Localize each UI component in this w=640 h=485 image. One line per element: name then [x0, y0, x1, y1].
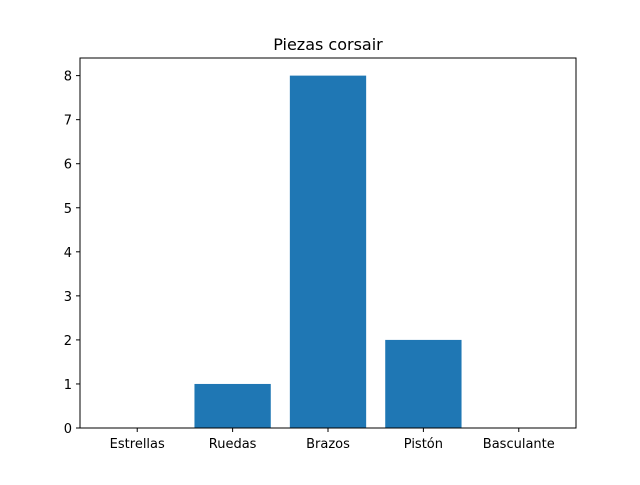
- bar: [385, 339, 462, 428]
- y-tick-label: 1: [64, 378, 72, 393]
- x-tick-label: Ruedas: [209, 437, 257, 452]
- bars: [194, 75, 462, 428]
- x-tick-label: Basculante: [483, 437, 555, 452]
- y-tick-label: 0: [64, 422, 72, 437]
- y-tick-label: 8: [64, 70, 72, 85]
- bar: [289, 75, 367, 428]
- y-tick-label: 2: [64, 334, 72, 349]
- bar: [194, 383, 271, 428]
- y-tick-label: 5: [64, 202, 72, 217]
- x-tick-label: Pistón: [404, 437, 443, 452]
- plot-frame: [79, 57, 577, 429]
- chart-title: Piezas corsair: [273, 35, 383, 54]
- x-tick-label: Estrellas: [110, 437, 165, 452]
- x-tick-label: Brazos: [306, 437, 350, 452]
- y-tick-label: 6: [64, 158, 72, 173]
- y-tick-label: 7: [64, 114, 72, 129]
- y-tick-label: 4: [64, 246, 72, 261]
- x-axis: Estrellas Ruedas Brazos Pistón Basculante: [110, 428, 555, 452]
- y-tick-label: 3: [64, 290, 72, 305]
- y-axis: 0 1 2 3 4 5 6 7 8: [64, 70, 80, 437]
